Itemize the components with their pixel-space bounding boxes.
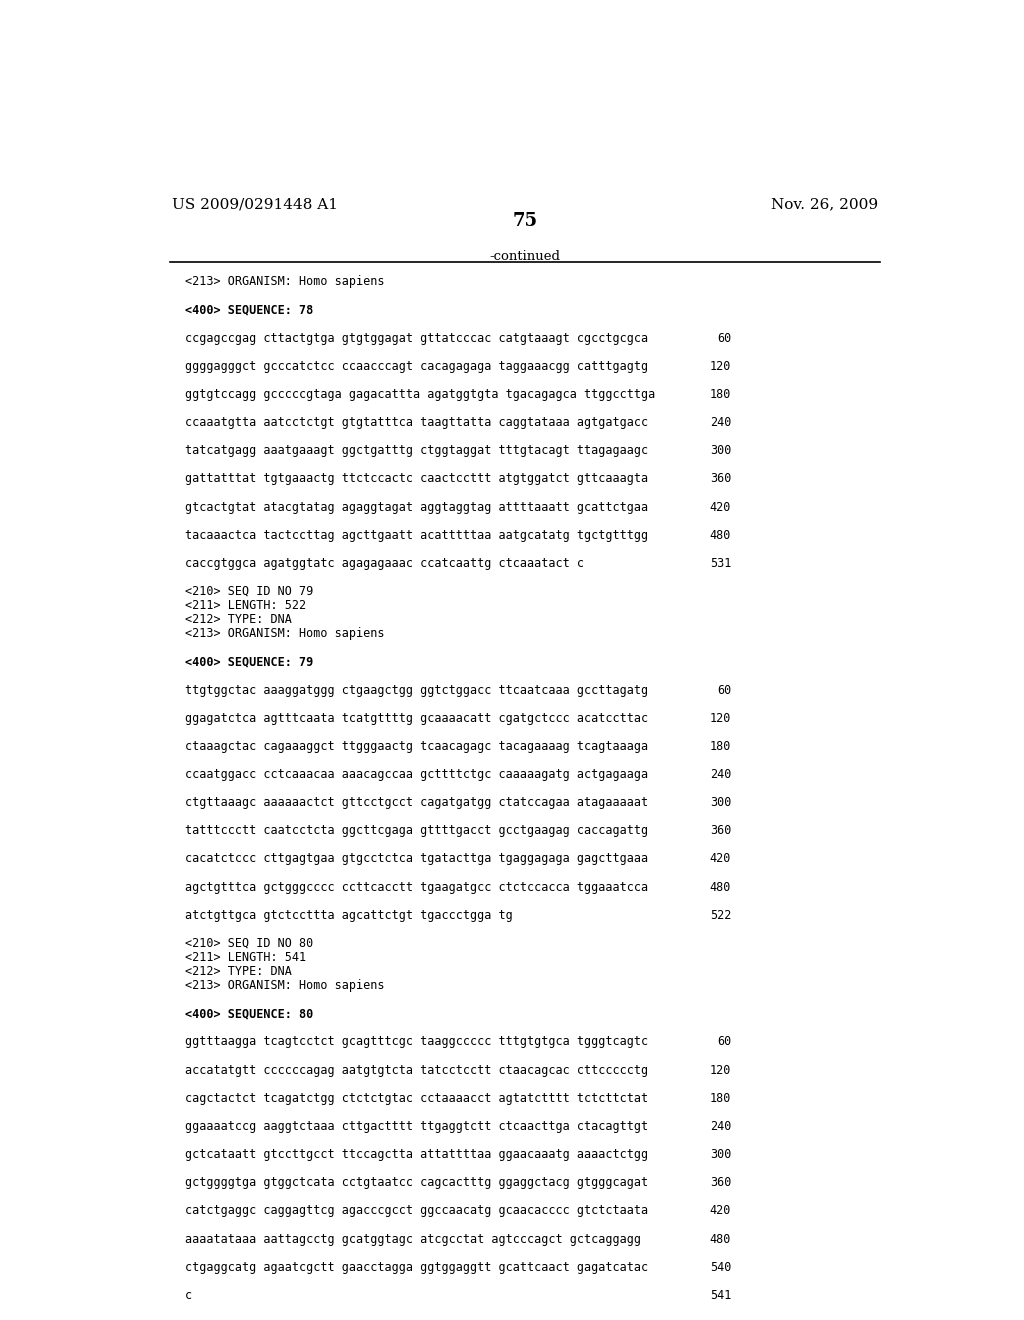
Text: ggaaaatccg aaggtctaaa cttgactttt ttgaggtctt ctcaacttga ctacagttgt: ggaaaatccg aaggtctaaa cttgactttt ttgaggt… xyxy=(185,1119,648,1133)
Text: 180: 180 xyxy=(710,388,731,401)
Text: <210> SEQ ID NO 79: <210> SEQ ID NO 79 xyxy=(185,585,313,598)
Text: 180: 180 xyxy=(710,739,731,752)
Text: aaaatataaa aattagcctg gcatggtagc atcgcctat agtcccagct gctcaggagg: aaaatataaa aattagcctg gcatggtagc atcgcct… xyxy=(185,1233,641,1246)
Text: tatttccctt caatcctcta ggcttcgaga gttttgacct gcctgaagag caccagattg: tatttccctt caatcctcta ggcttcgaga gttttga… xyxy=(185,824,648,837)
Text: <211> LENGTH: 522: <211> LENGTH: 522 xyxy=(185,599,306,612)
Text: 360: 360 xyxy=(710,1176,731,1189)
Text: 240: 240 xyxy=(710,416,731,429)
Text: ggtgtccagg gcccccgtaga gagacattta agatggtgta tgacagagca ttggccttga: ggtgtccagg gcccccgtaga gagacattta agatgg… xyxy=(185,388,655,401)
Text: 480: 480 xyxy=(710,1233,731,1246)
Text: 540: 540 xyxy=(710,1261,731,1274)
Text: <213> ORGANISM: Homo sapiens: <213> ORGANISM: Homo sapiens xyxy=(185,979,385,993)
Text: cacatctccc cttgagtgaa gtgcctctca tgatacttga tgaggagaga gagcttgaaa: cacatctccc cttgagtgaa gtgcctctca tgatact… xyxy=(185,853,648,866)
Text: ggagatctca agtttcaata tcatgttttg gcaaaacatt cgatgctccc acatccttac: ggagatctca agtttcaata tcatgttttg gcaaaac… xyxy=(185,711,648,725)
Text: 60: 60 xyxy=(717,684,731,697)
Text: 60: 60 xyxy=(717,331,731,345)
Text: <213> ORGANISM: Homo sapiens: <213> ORGANISM: Homo sapiens xyxy=(185,627,385,640)
Text: ctgaggcatg agaatcgctt gaacctagga ggtggaggtt gcattcaact gagatcatac: ctgaggcatg agaatcgctt gaacctagga ggtggag… xyxy=(185,1261,648,1274)
Text: <210> SEQ ID NO 80: <210> SEQ ID NO 80 xyxy=(185,937,313,950)
Text: -continued: -continued xyxy=(489,249,560,263)
Text: 420: 420 xyxy=(710,853,731,866)
Text: ggggagggct gcccatctcc ccaacccagt cacagagaga taggaaacgg catttgagtg: ggggagggct gcccatctcc ccaacccagt cacagag… xyxy=(185,360,648,372)
Text: 420: 420 xyxy=(710,1204,731,1217)
Text: ccaaatgtta aatcctctgt gtgtatttca taagttatta caggtataaa agtgatgacc: ccaaatgtta aatcctctgt gtgtatttca taagtta… xyxy=(185,416,648,429)
Text: cagctactct tcagatctgg ctctctgtac cctaaaacct agtatctttt tctcttctat: cagctactct tcagatctgg ctctctgtac cctaaaa… xyxy=(185,1092,648,1105)
Text: catctgaggc caggagttcg agacccgcct ggccaacatg gcaacacccc gtctctaata: catctgaggc caggagttcg agacccgcct ggccaac… xyxy=(185,1204,648,1217)
Text: <212> TYPE: DNA: <212> TYPE: DNA xyxy=(185,965,292,978)
Text: atctgttgca gtctccttta agcattctgt tgaccctgga tg: atctgttgca gtctccttta agcattctgt tgaccct… xyxy=(185,908,513,921)
Text: tacaaactca tactccttag agcttgaatt acatttttaa aatgcatatg tgctgtttgg: tacaaactca tactccttag agcttgaatt acatttt… xyxy=(185,529,648,541)
Text: ctgttaaagc aaaaaactct gttcctgcct cagatgatgg ctatccagaa atagaaaaat: ctgttaaagc aaaaaactct gttcctgcct cagatga… xyxy=(185,796,648,809)
Text: 240: 240 xyxy=(710,768,731,781)
Text: 75: 75 xyxy=(512,213,538,230)
Text: tatcatgagg aaatgaaagt ggctgatttg ctggtaggat tttgtacagt ttagagaagc: tatcatgagg aaatgaaagt ggctgatttg ctggtag… xyxy=(185,445,648,457)
Text: 300: 300 xyxy=(710,1148,731,1162)
Text: <400> SEQUENCE: 80: <400> SEQUENCE: 80 xyxy=(185,1007,313,1020)
Text: ttgtggctac aaaggatggg ctgaagctgg ggtctggacc ttcaatcaaa gccttagatg: ttgtggctac aaaggatggg ctgaagctgg ggtctgg… xyxy=(185,684,648,697)
Text: accatatgtt ccccccagag aatgtgtcta tatcctcctt ctaacagcac cttccccctg: accatatgtt ccccccagag aatgtgtcta tatcctc… xyxy=(185,1064,648,1077)
Text: <211> LENGTH: 541: <211> LENGTH: 541 xyxy=(185,950,306,964)
Text: 60: 60 xyxy=(717,1035,731,1048)
Text: 300: 300 xyxy=(710,445,731,457)
Text: gctggggtga gtggctcata cctgtaatcc cagcactttg ggaggctacg gtgggcagat: gctggggtga gtggctcata cctgtaatcc cagcact… xyxy=(185,1176,648,1189)
Text: Nov. 26, 2009: Nov. 26, 2009 xyxy=(771,197,878,211)
Text: 120: 120 xyxy=(710,360,731,372)
Text: 420: 420 xyxy=(710,500,731,513)
Text: ccgagccgag cttactgtga gtgtggagat gttatcccac catgtaaagt cgcctgcgca: ccgagccgag cttactgtga gtgtggagat gttatcc… xyxy=(185,331,648,345)
Text: <400> SEQUENCE: 79: <400> SEQUENCE: 79 xyxy=(185,655,313,668)
Text: gattatttat tgtgaaactg ttctccactc caactccttt atgtggatct gttcaaagta: gattatttat tgtgaaactg ttctccactc caactcc… xyxy=(185,473,648,486)
Text: 522: 522 xyxy=(710,908,731,921)
Text: 120: 120 xyxy=(710,711,731,725)
Text: <212> TYPE: DNA: <212> TYPE: DNA xyxy=(185,612,292,626)
Text: 541: 541 xyxy=(710,1288,731,1302)
Text: gtcactgtat atacgtatag agaggtagat aggtaggtag attttaaatt gcattctgaa: gtcactgtat atacgtatag agaggtagat aggtagg… xyxy=(185,500,648,513)
Text: c: c xyxy=(185,1288,193,1302)
Text: 240: 240 xyxy=(710,1119,731,1133)
Text: ctaaagctac cagaaaggct ttgggaactg tcaacagagc tacagaaaag tcagtaaaga: ctaaagctac cagaaaggct ttgggaactg tcaacag… xyxy=(185,739,648,752)
Text: US 2009/0291448 A1: US 2009/0291448 A1 xyxy=(172,197,338,211)
Text: <213> ORGANISM: Homo sapiens: <213> ORGANISM: Homo sapiens xyxy=(185,276,385,288)
Text: <400> SEQUENCE: 78: <400> SEQUENCE: 78 xyxy=(185,304,313,317)
Text: 180: 180 xyxy=(710,1092,731,1105)
Text: 120: 120 xyxy=(710,1064,731,1077)
Text: ccaatggacc cctcaaacaa aaacagccaa gcttttctgc caaaaagatg actgagaaga: ccaatggacc cctcaaacaa aaacagccaa gcttttc… xyxy=(185,768,648,781)
Text: 480: 480 xyxy=(710,880,731,894)
Text: 300: 300 xyxy=(710,796,731,809)
Text: 480: 480 xyxy=(710,529,731,541)
Text: gctcataatt gtccttgcct ttccagctta attattttaa ggaacaaatg aaaactctgg: gctcataatt gtccttgcct ttccagctta attattt… xyxy=(185,1148,648,1162)
Text: agctgtttca gctgggcccc ccttcacctt tgaagatgcc ctctccacca tggaaatcca: agctgtttca gctgggcccc ccttcacctt tgaagat… xyxy=(185,880,648,894)
Text: caccgtggca agatggtatc agagagaaac ccatcaattg ctcaaatact c: caccgtggca agatggtatc agagagaaac ccatcaa… xyxy=(185,557,584,570)
Text: ggtttaagga tcagtcctct gcagtttcgc taaggccccc tttgtgtgca tgggtcagtc: ggtttaagga tcagtcctct gcagtttcgc taaggcc… xyxy=(185,1035,648,1048)
Text: 531: 531 xyxy=(710,557,731,570)
Text: 360: 360 xyxy=(710,824,731,837)
Text: 360: 360 xyxy=(710,473,731,486)
